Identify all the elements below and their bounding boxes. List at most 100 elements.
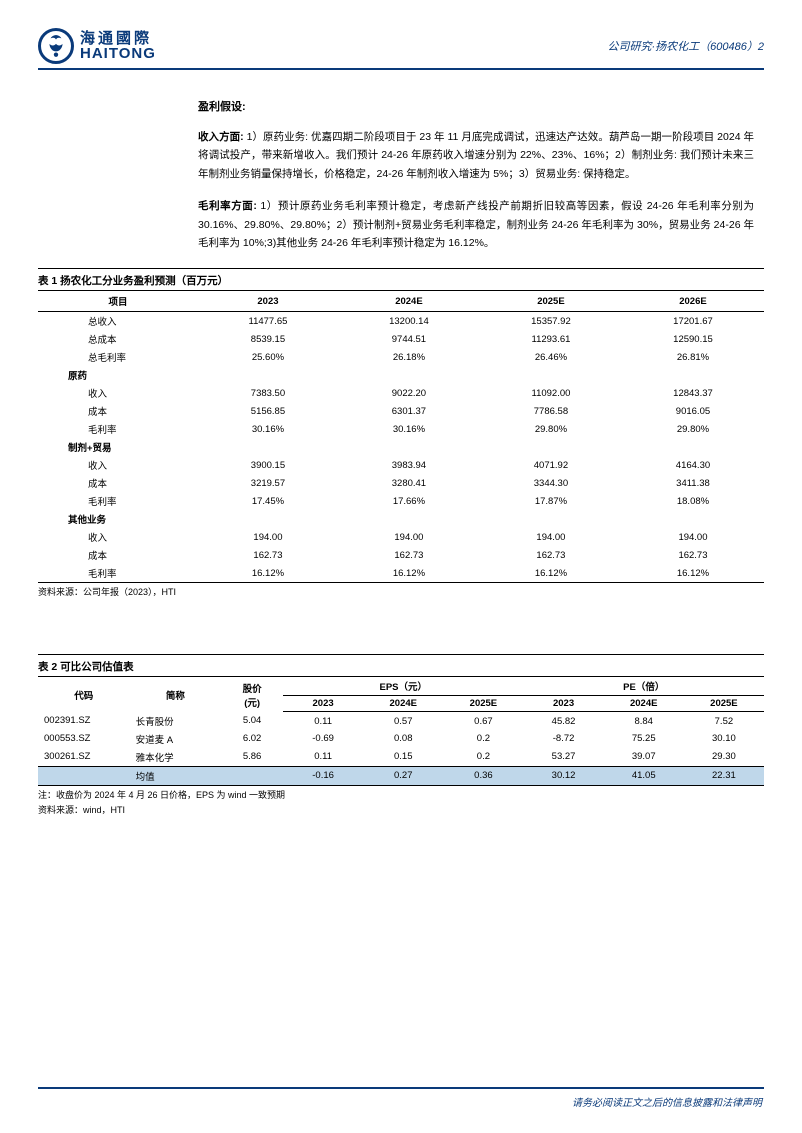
t2-cell: 6.02: [221, 730, 283, 748]
t2-cell: 29.30: [684, 748, 764, 767]
t2-cell: 0.57: [363, 712, 443, 730]
t2-avg-cell: [221, 766, 283, 785]
t1-col: 2023: [198, 291, 338, 312]
t1-cell: 成本: [38, 402, 198, 420]
t1-cell: [480, 510, 622, 528]
t1-cell: 9016.05: [622, 402, 764, 420]
logo-en: HAITONG: [80, 46, 156, 61]
t1-cell: 162.73: [338, 546, 480, 564]
t1-cell: 3900.15: [198, 456, 338, 474]
t1-cell: 5156.85: [198, 402, 338, 420]
t2-subcol: 2025E: [443, 696, 523, 712]
t1-cell: 11293.61: [480, 330, 622, 348]
t1-cell: [198, 438, 338, 456]
table1: 项目20232024E2025E2026E 总收入11477.6513200.1…: [38, 290, 764, 583]
t1-cell: 17.45%: [198, 492, 338, 510]
t1-cell: 3983.94: [338, 456, 480, 474]
t1-cell: 制剂+贸易: [38, 438, 198, 456]
t1-cell: 9022.20: [338, 384, 480, 402]
logo-cn: 海通國際: [80, 31, 156, 46]
t1-cell: 18.08%: [622, 492, 764, 510]
t1-cell: 25.60%: [198, 348, 338, 366]
logo-text: 海通國際 HAITONG: [80, 31, 156, 61]
t1-cell: 收入: [38, 528, 198, 546]
table2-caption: 表 2 可比公司估值表: [38, 654, 764, 674]
t2-avg-cell: -0.16: [283, 766, 363, 785]
t2-avg-cell: 41.05: [604, 766, 684, 785]
t1-cell: 17.66%: [338, 492, 480, 510]
footer-rule: [38, 1087, 764, 1089]
table2-source: 资料来源：wind，HTI: [38, 803, 764, 816]
t2-cell: 5.04: [221, 712, 283, 730]
t1-cell: 17201.67: [622, 312, 764, 331]
t1-cell: 4164.30: [622, 456, 764, 474]
t1-cell: 194.00: [622, 528, 764, 546]
t2-cell: 8.84: [604, 712, 684, 730]
t1-cell: 26.46%: [480, 348, 622, 366]
t1-cell: 毛利率: [38, 564, 198, 583]
t2-subcol: 2025E: [684, 696, 764, 712]
t1-cell: 3219.57: [198, 474, 338, 492]
assumptions-title: 盈利假设:: [198, 98, 754, 114]
body-content: 盈利假设: 收入方面: 1）原药业务: 优嘉四期二阶段项目于 23 年 11 月…: [198, 98, 754, 252]
t1-cell: 16.12%: [622, 564, 764, 583]
paragraph-margin: 毛利率方面: 1）预计原药业务毛利率预计稳定，考虑新产线投产前期折旧较高等因素，…: [198, 197, 754, 252]
t2-subcol: 2023: [523, 696, 603, 712]
footer-disclaimer: 请务必阅读正文之后的信息披露和法律声明: [572, 1094, 762, 1109]
t1-cell: 29.80%: [480, 420, 622, 438]
t2-cell: 39.07: [604, 748, 684, 767]
t1-cell: 毛利率: [38, 492, 198, 510]
t1-cell: 成本: [38, 546, 198, 564]
page-header: 海通國際 HAITONG 公司研究·扬农化工（600486）2: [38, 28, 764, 70]
t1-cell: 3344.30: [480, 474, 622, 492]
t1-cell: 7383.50: [198, 384, 338, 402]
t1-cell: 9744.51: [338, 330, 480, 348]
t2-h-pe: PE（倍）: [523, 677, 764, 696]
t2-subcol: 2024E: [363, 696, 443, 712]
t2-cell: -0.69: [283, 730, 363, 748]
t1-cell: 30.16%: [338, 420, 480, 438]
t1-cell: 30.16%: [198, 420, 338, 438]
t2-avg-cell: 均值: [130, 766, 222, 785]
t2-subcol: 2024E: [604, 696, 684, 712]
t1-cell: [198, 510, 338, 528]
t2-cell: 安道麦 A: [130, 730, 222, 748]
t2-cell: 300261.SZ: [38, 748, 130, 767]
t1-cell: [622, 510, 764, 528]
t2-cell: 000553.SZ: [38, 730, 130, 748]
t2-cell: 002391.SZ: [38, 712, 130, 730]
t2-h-name: 简称: [130, 677, 222, 712]
t2-cell: 0.2: [443, 730, 523, 748]
t1-cell: [622, 366, 764, 384]
t2-cell: 0.11: [283, 748, 363, 767]
t2-cell: 53.27: [523, 748, 603, 767]
t2-cell: 5.86: [221, 748, 283, 767]
t1-cell: 29.80%: [622, 420, 764, 438]
t1-cell: 26.81%: [622, 348, 764, 366]
t1-cell: 11092.00: [480, 384, 622, 402]
t2-cell: 0.67: [443, 712, 523, 730]
table2-note: 注：收盘价为 2024 年 4 月 26 日价格，EPS 为 wind 一致预期: [38, 788, 764, 801]
t2-cell: 0.15: [363, 748, 443, 767]
table1-source: 资料来源：公司年报（2023），HTI: [38, 585, 764, 598]
t1-cell: 162.73: [622, 546, 764, 564]
t1-cell: 162.73: [480, 546, 622, 564]
t1-cell: 13200.14: [338, 312, 480, 331]
t1-cell: 3411.38: [622, 474, 764, 492]
t1-cell: 总成本: [38, 330, 198, 348]
t1-cell: 16.12%: [198, 564, 338, 583]
t2-cell: 长青股份: [130, 712, 222, 730]
t2-cell: -8.72: [523, 730, 603, 748]
t1-cell: 3280.41: [338, 474, 480, 492]
t2-avg-cell: [38, 766, 130, 785]
table2: 代码 简称 股价(元) EPS（元） PE（倍） 20232024E2025E2…: [38, 676, 764, 786]
t1-col: 2025E: [480, 291, 622, 312]
t1-col: 2026E: [622, 291, 764, 312]
t1-cell: 15357.92: [480, 312, 622, 331]
t2-avg-cell: 0.27: [363, 766, 443, 785]
t2-h-eps: EPS（元）: [283, 677, 523, 696]
t1-cell: 12843.37: [622, 384, 764, 402]
header-meta: 公司研究·扬农化工（600486）2: [608, 38, 765, 54]
para1-text: 1）原药业务: 优嘉四期二阶段项目于 23 年 11 月底完成调试，迅速达产达效…: [198, 131, 754, 180]
t1-cell: 16.12%: [338, 564, 480, 583]
